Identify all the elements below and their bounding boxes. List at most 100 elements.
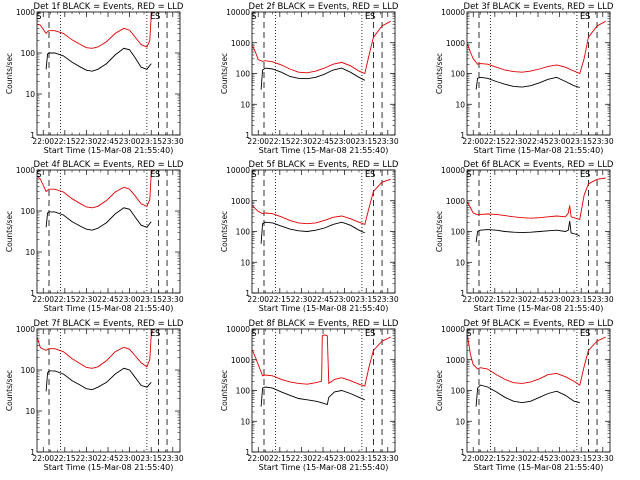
y-tick-label: 1000 bbox=[231, 39, 250, 48]
y-tick-label: 1000 bbox=[16, 8, 35, 17]
x-tick-label: 23:30 bbox=[592, 454, 614, 463]
events-series-line bbox=[475, 76, 580, 90]
x-axis-label: Start Time (15-Mar-08 21:55:40) bbox=[259, 146, 389, 155]
x-tick-label: 22:45 bbox=[312, 137, 334, 146]
x-tick-label: 22:00 bbox=[247, 137, 269, 146]
events-series-line bbox=[45, 367, 152, 392]
marker-s: S bbox=[155, 170, 160, 180]
y-tick-label: 10 bbox=[240, 100, 250, 109]
x-tick-label: 22:15 bbox=[54, 454, 76, 463]
plot-frame bbox=[36, 11, 181, 136]
y-tick-label: 10000 bbox=[441, 8, 465, 17]
chart-title: Det 9f BLACK = Events, RED = LLD bbox=[464, 319, 614, 329]
marker-e: E bbox=[580, 329, 585, 339]
y-tick-label: 10 bbox=[25, 90, 35, 99]
lld-series-line bbox=[37, 330, 154, 369]
marker-s: S bbox=[155, 329, 160, 339]
x-tick-label: 22:30 bbox=[76, 137, 98, 146]
marker-e: E bbox=[150, 329, 155, 339]
y-axis-label: Counts/sec bbox=[5, 370, 14, 411]
y-tick-label: 10000 bbox=[226, 325, 250, 334]
x-tick-label: 22:30 bbox=[76, 454, 98, 463]
y-axis-label: Counts/sec bbox=[5, 211, 14, 252]
x-tick-label: 22:30 bbox=[291, 295, 313, 304]
lld-series-line bbox=[252, 178, 391, 225]
y-tick-label: 10 bbox=[455, 100, 465, 109]
x-tick-label: 23:15 bbox=[570, 137, 592, 146]
y-tick-label: 100 bbox=[21, 49, 36, 58]
marker-s: S bbox=[36, 12, 41, 22]
x-tick-label: 23:00 bbox=[549, 137, 571, 146]
y-tick-label: 10 bbox=[240, 417, 250, 426]
y-axis-label: Counts/sec bbox=[220, 53, 229, 94]
marker-s: S bbox=[466, 329, 471, 339]
y-tick-label: 10 bbox=[455, 258, 465, 267]
y-tick-label: 10 bbox=[25, 407, 35, 416]
x-tick-label: 23:30 bbox=[162, 295, 184, 304]
chart-panel-6: Det 6f BLACK = Events, RED = LLD 1 10 100 10… bbox=[435, 160, 614, 313]
marker-e: E bbox=[580, 12, 585, 22]
x-tick-label: 22:45 bbox=[97, 454, 119, 463]
y-tick-label: 100 bbox=[451, 228, 466, 237]
x-tick-label: 23:15 bbox=[570, 454, 592, 463]
chart-panel-2: Det 2f BLACK = Events, RED = LLD 1 10 100 10… bbox=[220, 2, 399, 155]
x-tick-label: 22:00 bbox=[32, 295, 54, 304]
x-tick-label: 23:15 bbox=[140, 137, 162, 146]
x-tick-label: 22:15 bbox=[54, 295, 76, 304]
chart-panel-5: Det 5f BLACK = Events, RED = LLD 1 10 100 10… bbox=[220, 160, 399, 313]
marker-s: S bbox=[370, 12, 375, 22]
marker-s: S bbox=[585, 12, 590, 22]
lld-series-line bbox=[467, 177, 606, 220]
y-tick-label: 1 bbox=[30, 131, 35, 140]
chart-panel-8: Det 8f BLACK = Events, RED = LLD 1 10 100 10… bbox=[220, 319, 399, 472]
marker-e: E bbox=[365, 170, 370, 180]
y-tick-label: 10000 bbox=[441, 166, 465, 175]
chart-title: Det 2f BLACK = Events, RED = LLD bbox=[249, 2, 399, 12]
y-tick-label: 10 bbox=[25, 248, 35, 257]
chart-panel-3: Det 3f BLACK = Events, RED = LLD 1 10 100 10… bbox=[435, 2, 614, 155]
plot-frame bbox=[36, 328, 181, 453]
x-tick-label: 23:30 bbox=[162, 454, 184, 463]
x-tick-label: 23:15 bbox=[570, 295, 592, 304]
y-tick-label: 100 bbox=[236, 70, 251, 79]
y-tick-label: 1000 bbox=[446, 39, 465, 48]
x-tick-label: 22:00 bbox=[462, 454, 484, 463]
x-tick-label: 22:30 bbox=[291, 454, 313, 463]
y-tick-label: 1 bbox=[460, 448, 465, 457]
x-tick-label: 23:15 bbox=[140, 295, 162, 304]
x-tick-label: 22:15 bbox=[269, 295, 291, 304]
x-tick-label: 23:30 bbox=[377, 137, 399, 146]
y-tick-label: 1000 bbox=[16, 325, 35, 334]
chart-title: Det 7f BLACK = Events, RED = LLD bbox=[34, 319, 184, 329]
x-axis-label: Start Time (15-Mar-08 21:55:40) bbox=[474, 304, 604, 313]
x-tick-label: 22:15 bbox=[269, 454, 291, 463]
x-tick-label: 22:45 bbox=[97, 295, 119, 304]
x-tick-label: 22:15 bbox=[484, 137, 506, 146]
lld-series-line bbox=[37, 11, 154, 49]
x-tick-label: 23:00 bbox=[549, 295, 571, 304]
x-axis-label: Start Time (15-Mar-08 21:55:40) bbox=[259, 304, 389, 313]
plot-frame bbox=[36, 169, 181, 294]
marker-s: S bbox=[585, 170, 590, 180]
events-series-line bbox=[475, 220, 581, 243]
x-axis-label: Start Time (15-Mar-08 21:55:40) bbox=[44, 463, 174, 472]
chart-panel-7: Det 7f BLACK = Events, RED = LLD 1 10 100 10… bbox=[5, 319, 184, 472]
events-series-line bbox=[260, 221, 365, 244]
x-tick-label: 23:00 bbox=[334, 137, 356, 146]
x-tick-label: 22:00 bbox=[32, 137, 54, 146]
y-axis-label: Counts/sec bbox=[220, 211, 229, 252]
y-tick-label: 10000 bbox=[226, 8, 250, 17]
y-tick-label: 1 bbox=[30, 289, 35, 298]
y-tick-label: 10000 bbox=[226, 166, 250, 175]
x-tick-label: 23:30 bbox=[162, 137, 184, 146]
x-tick-label: 23:30 bbox=[592, 295, 614, 304]
y-tick-label: 1000 bbox=[231, 197, 250, 206]
x-tick-label: 22:45 bbox=[527, 137, 549, 146]
x-tick-label: 22:00 bbox=[462, 295, 484, 304]
events-series-line bbox=[45, 47, 152, 72]
marker-s: S bbox=[251, 170, 256, 180]
lld-series-line bbox=[467, 20, 606, 75]
x-tick-label: 23:30 bbox=[592, 137, 614, 146]
chart-title: Det 1f BLACK = Events, RED = LLD bbox=[34, 2, 184, 12]
